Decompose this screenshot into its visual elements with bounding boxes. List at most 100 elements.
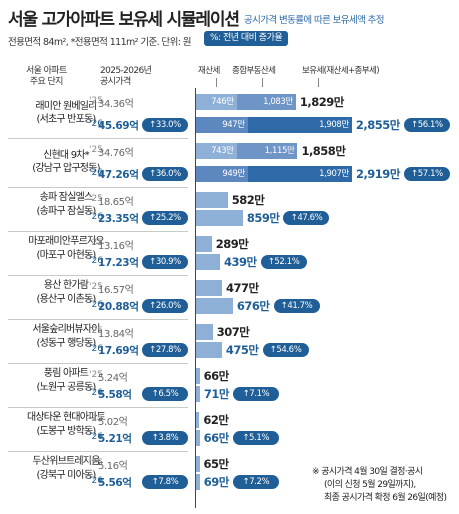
total-tax-2025: 66만 — [203, 369, 230, 383]
total-tax-2025: 289만 — [215, 237, 249, 251]
year-label-2025: '25 — [89, 96, 103, 106]
property-tax-bar-2026 — [196, 210, 243, 226]
total-tax-2026: 69만 — [203, 475, 230, 489]
property-tax-bar-2026 — [196, 254, 220, 270]
year-label-2026: '26 — [89, 168, 103, 178]
apartment-district: (서초구 반포동) — [36, 114, 97, 125]
apartment-name: 풍림 아파트 — [43, 368, 89, 379]
apartment-district: (송파구 잠실동) — [36, 206, 97, 217]
comprehensive-tax-label-2025: 1,083만 — [263, 97, 293, 107]
total-tax-2026: 2,919만 — [355, 167, 400, 181]
comprehensive-tax-header-tick — [262, 78, 263, 87]
year-label-2026: '26 — [89, 432, 103, 442]
year-label-2025: '25 — [89, 458, 103, 468]
page-subtitle: 공시가격 변동률에 따른 보유세액 추정 — [244, 15, 385, 26]
property-tax-bar-2025 — [196, 236, 212, 252]
footnote: ※ 공시가격 4월 30일 결정·공시 (이의 신청 5월 29일까지), 최종… — [312, 467, 447, 503]
apartment-name: 신현대 9차* — [43, 150, 90, 161]
property-tax-label-2026: 947만 — [222, 120, 245, 130]
comprehensive-tax-bar-2025 — [236, 143, 298, 159]
price-2025: 5.02억 — [98, 417, 128, 428]
apartment-column-header: 서울 아파트 주요 단지 — [26, 66, 67, 87]
apartment-district: (강북구 미아동) — [36, 470, 97, 481]
tax-change-badge: ↑56.1% — [403, 118, 450, 132]
property-tax-bar-2026 — [196, 386, 200, 402]
price-change-badge: ↑6.5% — [142, 387, 188, 401]
year-label-2025: '25 — [89, 145, 103, 155]
page-title: 서울 고가아파트 보유세 시뮬레이션 — [8, 10, 240, 30]
year-label-2025: '25 — [89, 194, 103, 204]
price-2026: 45.69억 — [98, 120, 139, 132]
total-tax-2025: 62만 — [203, 413, 229, 427]
apartment-district: (강남구 압구정동) — [32, 163, 100, 174]
price-2025: 16.57억 — [98, 285, 134, 296]
apartment-name: 송파 잠실엘스 — [39, 192, 94, 203]
apartment-name: 래미안 원베일리 — [35, 101, 97, 112]
year-label-2025: '25 — [89, 238, 103, 248]
price-2025: 5.24억 — [98, 373, 128, 384]
year-label-2026: '26 — [89, 476, 103, 486]
tax-change-badge: ↑5.1% — [232, 431, 279, 445]
total-tax-2025: 65만 — [203, 457, 230, 471]
tax-change-badge: ↑7.1% — [232, 387, 279, 401]
price-2026: 5.21억 — [98, 433, 132, 445]
total-tax-2026: 859만 — [246, 211, 280, 225]
tax-change-badge: ↑54.6% — [262, 343, 309, 357]
comprehensive-tax-label-2025: 1,115만 — [264, 146, 295, 156]
price-2025: 13.16억 — [98, 241, 134, 252]
comprehensive-tax-bar-2025 — [236, 94, 296, 110]
price-2026: 17.69억 — [98, 345, 139, 357]
comprehensive-tax-label-2026: 1,907만 — [319, 169, 349, 179]
property-tax-bar-2026 — [196, 298, 233, 314]
price-change-badge: ↑33.0% — [142, 118, 188, 132]
property-tax-label-2026: 949만 — [222, 169, 245, 179]
apartment-district: (마포구 아현동) — [36, 250, 97, 261]
price-change-badge: ↑7.8% — [142, 475, 188, 489]
total-tax-2026: 66만 — [203, 431, 230, 445]
basis-note: 전용면적 84m², *전용면적 111m² 기준. 단위: 원 — [8, 37, 191, 48]
price-2026: 20.88억 — [98, 301, 139, 313]
tax-change-badge: ↑52.1% — [260, 255, 307, 269]
total-tax-2026: 676만 — [236, 299, 270, 313]
property-tax-header: 재산세 — [198, 66, 220, 76]
total-tax-2025: 1,829만 — [299, 95, 344, 109]
total-tax-2025: 477만 — [226, 281, 259, 295]
year-label-2026: '26 — [89, 388, 103, 398]
price-2026: 5.56억 — [98, 477, 132, 489]
year-label-2025: '25 — [89, 326, 103, 336]
property-tax-bar-2025 — [196, 192, 228, 208]
property-tax-bar-2026 — [196, 430, 200, 446]
price-change-badge: ↑26.0% — [142, 299, 188, 313]
comprehensive-tax-label-2026: 1,908만 — [319, 120, 349, 130]
tax-change-badge: ↑47.6% — [283, 211, 330, 225]
apartment-name: 마포래미안푸르지오 — [28, 236, 104, 247]
price-change-badge: ↑36.0% — [142, 167, 188, 181]
price-2026: 17.23억 — [98, 257, 139, 269]
apartment-district: (성동구 행당동) — [36, 338, 97, 349]
comprehensive-tax-header: 종합부동산세 — [232, 66, 276, 76]
price-2026: 5.58억 — [98, 389, 132, 401]
price-2025: 18.65억 — [98, 197, 134, 208]
total-tax-2025: 307만 — [216, 325, 250, 339]
bar-axis — [195, 88, 196, 508]
tax-change-badge: ↑57.1% — [403, 167, 450, 181]
apartment-district: (도봉구 방학동) — [36, 426, 97, 437]
total-tax-2026: 2,855만 — [355, 118, 400, 132]
apartment-district: (노원구 공릉동) — [36, 382, 97, 393]
property-tax-bar-2026 — [196, 117, 248, 133]
row-separator — [8, 275, 188, 276]
year-label-2025: '25 — [89, 414, 103, 424]
price-change-badge: ↑27.8% — [142, 343, 188, 357]
row-separator — [8, 231, 188, 232]
price-change-badge: ↑30.9% — [142, 255, 188, 269]
year-label-2026: '26 — [89, 344, 103, 354]
price-2025: 34.76억 — [98, 148, 134, 159]
property-tax-bar-2025 — [196, 456, 200, 472]
price-change-badge: ↑3.8% — [142, 431, 188, 445]
total-tax-2026: 475만 — [225, 343, 259, 357]
row-separator — [8, 363, 188, 364]
price-2026: 23.35억 — [98, 213, 139, 225]
price-column-header: 2025-2026년 공시가격 — [100, 66, 152, 87]
price-2026: 47.26억 — [98, 169, 139, 181]
year-label-2026: '26 — [89, 256, 103, 266]
